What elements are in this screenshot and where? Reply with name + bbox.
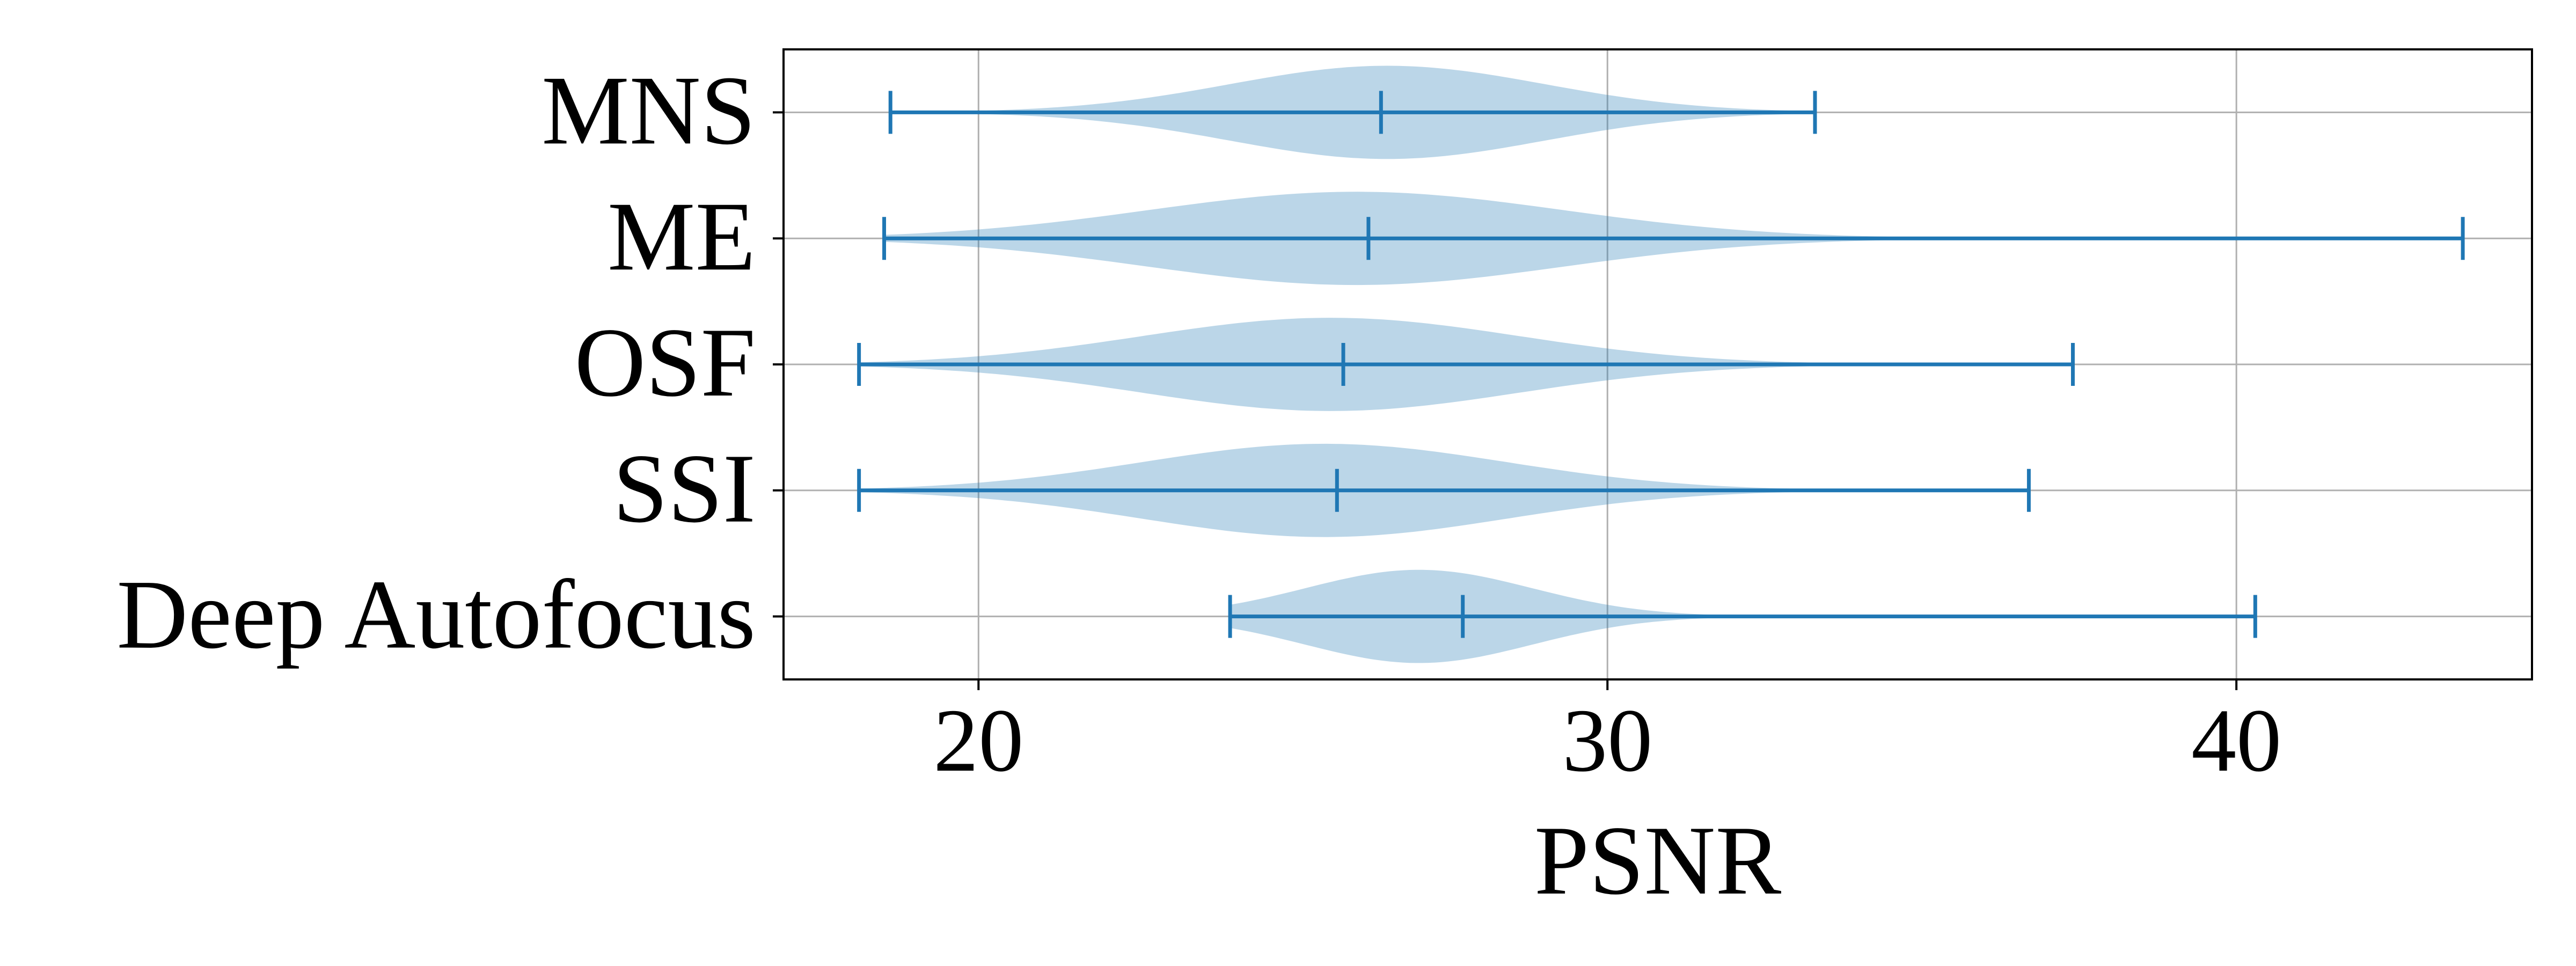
y-tick-label: Deep Autofocus [116,560,756,669]
y-tick-label: OSF [574,308,756,417]
y-tick-label: SSI [613,434,756,543]
y-tick-label: ME [608,181,756,291]
tick-layer: 20 30 40 MNS ME OSF SSI Deep Autofocus [116,55,2281,791]
whisker-layer [857,91,2465,638]
x-tick-label: 40 [2191,691,2281,791]
x-tick-label: 20 [933,691,1023,791]
x-tick-label: 30 [1562,691,1652,791]
x-axis-title: PSNR [1534,806,1782,915]
y-tick-label: MNS [541,55,756,165]
